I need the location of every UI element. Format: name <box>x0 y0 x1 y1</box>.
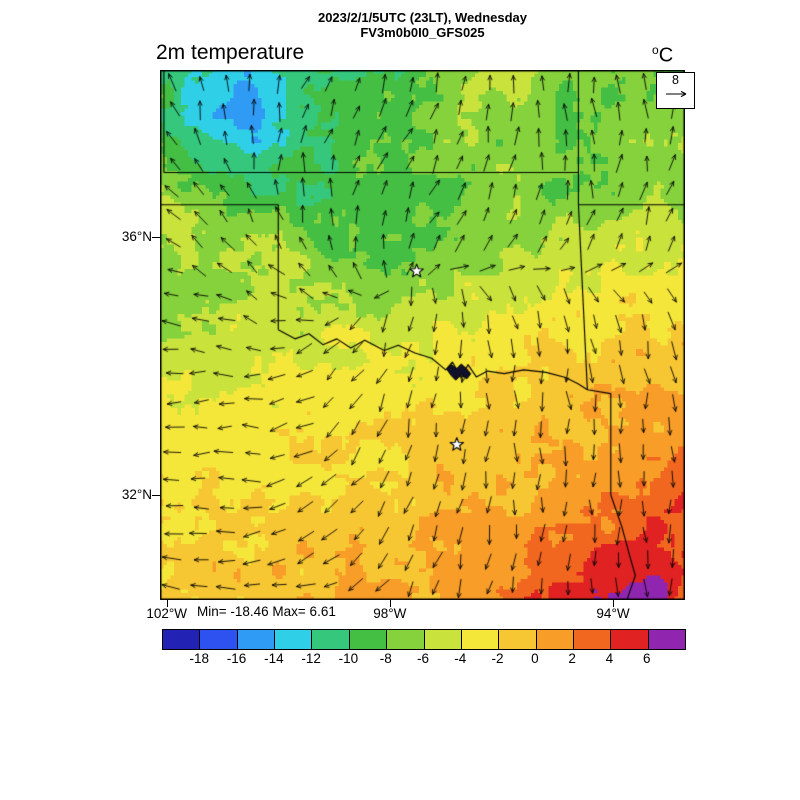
wind-reference-value: 8 <box>672 73 679 87</box>
lon-tick-mark <box>613 600 615 607</box>
colorbar-tick-label: -8 <box>379 651 392 666</box>
colorbar-tick-label: -12 <box>301 651 321 666</box>
lat-tick-label: 32°N <box>121 486 152 502</box>
colorbar-segment <box>611 630 649 649</box>
lat-tick-mark <box>152 236 160 238</box>
colorbar-tick-label: 0 <box>531 651 539 666</box>
colorbar-segment <box>349 630 388 649</box>
wind-reference-box: 8 <box>656 72 695 109</box>
colorbar-segment <box>237 630 276 649</box>
colorbar-tick-label: -4 <box>454 651 467 666</box>
colorbar-segment <box>573 630 612 649</box>
lon-tick-mark <box>389 600 391 607</box>
colorbar-tick-label: 4 <box>605 651 614 666</box>
colorbar-tick-label: -10 <box>338 651 359 666</box>
model-name-title: FV3m0b0I0_GFS025 <box>360 25 485 40</box>
colorbar-tick-label: 2 <box>568 651 576 666</box>
lon-tick-mark <box>166 600 168 607</box>
map-frame <box>160 70 685 600</box>
colorbar <box>162 629 686 650</box>
lat-tick-mark <box>152 494 160 496</box>
units-label: oC <box>652 43 673 68</box>
lon-tick-label: 94°W <box>596 606 630 621</box>
colorbar-segment <box>275 630 313 649</box>
colorbar-tick-label: -18 <box>189 651 210 666</box>
colorbar-tick-label: -16 <box>226 651 247 666</box>
colorbar-tick-label: -6 <box>416 651 430 666</box>
valid-time-title: 2023/2/1/5UTC (23LT), Wednesday <box>317 10 528 25</box>
colorbar-tick-label: 6 <box>642 651 651 666</box>
colorbar-segment <box>424 630 462 649</box>
units-letter: C <box>658 44 674 67</box>
colorbar-tick-label: -14 <box>264 651 284 666</box>
colorbar-segment <box>387 630 425 649</box>
lon-tick-label: 98°W <box>373 606 407 621</box>
plot-title: 2m temperature <box>156 41 305 64</box>
colorbar-segment <box>536 630 574 649</box>
colorbar-segment <box>163 630 201 649</box>
colorbar-segment <box>200 630 238 649</box>
map-overlay-canvas <box>160 70 685 600</box>
minmax-stats: Min= -18.46 Max= 6.61 <box>197 604 336 619</box>
colorbar-segment <box>648 630 686 649</box>
wind-reference-arrow-icon <box>665 90 686 98</box>
lon-tick-label: 102°W <box>146 606 188 621</box>
colorbar-segment <box>499 630 537 649</box>
lat-tick-label: 36°N <box>121 228 152 244</box>
colorbar-labels: -18 -16 -14 -12 -10 -8 -6 -4 -2 0 2 4 6 <box>162 651 684 667</box>
main-title-block: 2023/2/1/5UTC (23LT), Wednesday FV3m0b0I… <box>160 10 685 40</box>
colorbar-segment <box>461 630 500 649</box>
colorbar-segment <box>312 630 350 649</box>
units-degree-symbol: o <box>652 43 659 57</box>
colorbar-tick-label: -2 <box>491 651 504 666</box>
